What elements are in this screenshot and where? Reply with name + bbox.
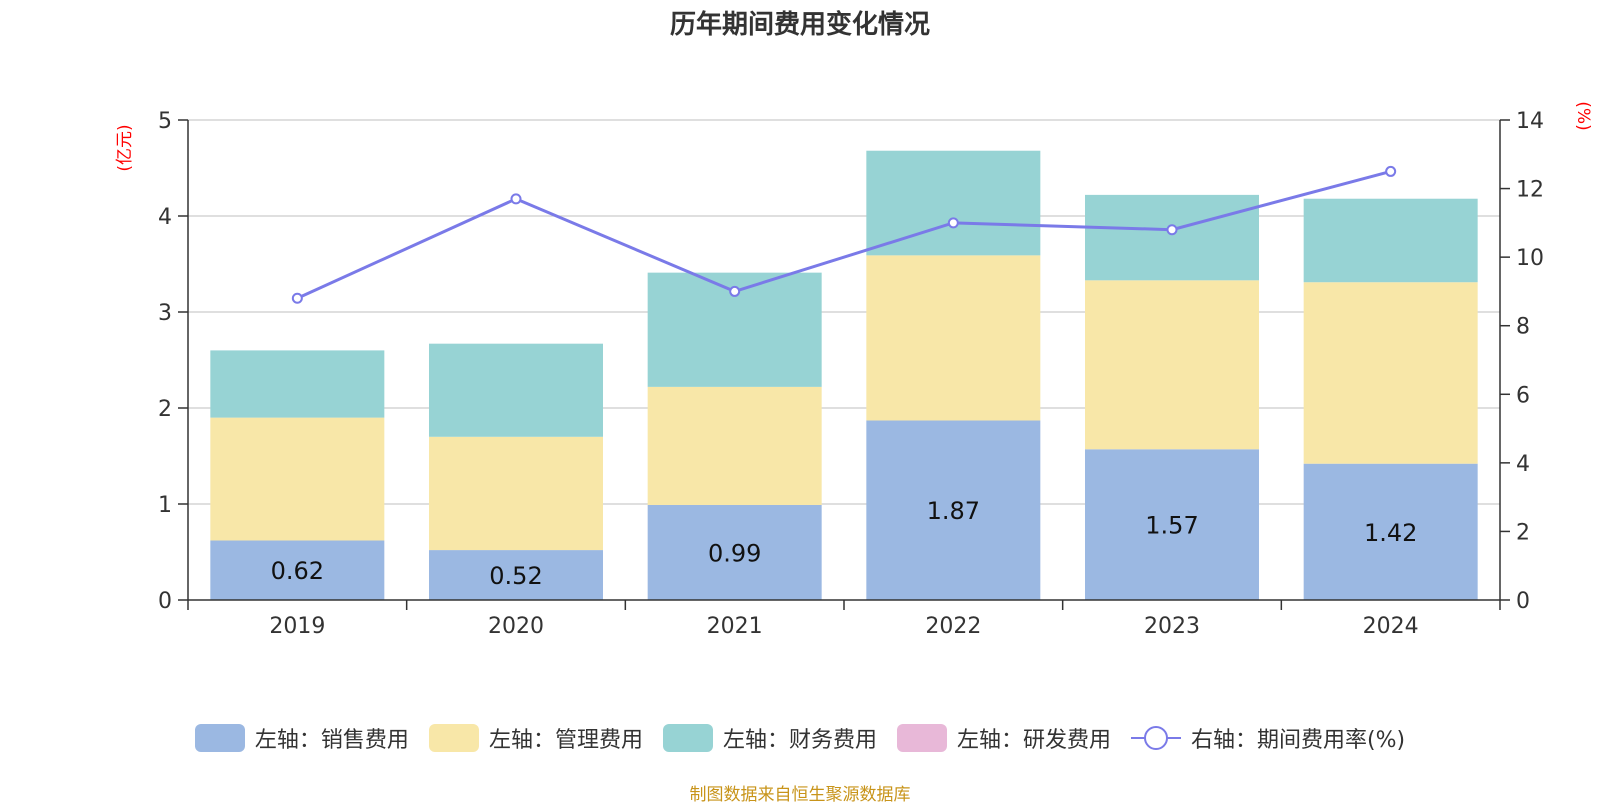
bar bbox=[210, 417, 385, 541]
bar bbox=[866, 255, 1041, 421]
legend-label: 左轴：销售费用 bbox=[254, 728, 409, 753]
x-tick-label: 2020 bbox=[488, 614, 544, 639]
chart-area: 0.62 0.520.991.871.57 1.42 012345024681012… bbox=[115, 101, 1593, 639]
rate-point bbox=[1385, 165, 1397, 177]
bar-value-label: 1.57 bbox=[1145, 512, 1198, 540]
legend-label: 左轴：管理费用 bbox=[488, 728, 643, 753]
bar bbox=[210, 350, 385, 418]
bar bbox=[1085, 280, 1259, 450]
legend-item[interactable]: 左轴：财务费用 bbox=[662, 722, 877, 754]
bar bbox=[866, 420, 1041, 600]
bar bbox=[866, 150, 1041, 256]
bar-group bbox=[210, 150, 1478, 600]
rate-line bbox=[291, 165, 1397, 304]
legend-label: 右轴：期间费用率(%) bbox=[1190, 728, 1406, 753]
bar-value-label: 0.62 bbox=[271, 557, 324, 585]
left-tick-label: 3 bbox=[158, 301, 172, 326]
right-tick-label: 10 bbox=[1516, 246, 1544, 271]
rate-line-path bbox=[296, 169, 1392, 300]
right-tick-label: 12 bbox=[1516, 178, 1544, 203]
bar bbox=[210, 540, 385, 600]
left-axis-label: (亿元) bbox=[115, 124, 135, 171]
right-tick-label: 0 bbox=[1516, 589, 1530, 614]
x-tick-label: 2019 bbox=[269, 614, 325, 639]
legend-line-swatch bbox=[1130, 726, 1181, 750]
legend-item[interactable]: 左轴：管理费用 bbox=[428, 722, 643, 754]
right-tick-label: 2 bbox=[1516, 520, 1530, 545]
bar bbox=[429, 436, 603, 551]
grid-lines bbox=[188, 119, 1500, 505]
data-labels: 0.62 0.52 0.99 1.87 1.57 1.42 bbox=[271, 497, 1418, 590]
bar bbox=[647, 504, 822, 600]
bar bbox=[429, 550, 603, 600]
bar bbox=[429, 343, 603, 437]
right-tick-label: 6 bbox=[1516, 383, 1530, 408]
right-tick-label: 4 bbox=[1516, 452, 1530, 477]
bar bbox=[1303, 463, 1478, 600]
legend-label: 左轴：研发费用 bbox=[956, 728, 1111, 753]
legend-swatch bbox=[194, 724, 245, 752]
rate-point bbox=[947, 217, 959, 229]
rate-point bbox=[729, 285, 741, 297]
bar-value-label: 1.42 bbox=[1364, 519, 1417, 547]
chart-title: 历年期间费用变化情况 bbox=[669, 10, 930, 40]
rate-point bbox=[1166, 224, 1178, 236]
source-note: 制图数据来自恒生聚源数据库 bbox=[689, 785, 911, 805]
right-tick-label: 14 bbox=[1516, 109, 1544, 134]
bar bbox=[647, 386, 822, 505]
bar bbox=[1303, 198, 1478, 283]
bar bbox=[1303, 282, 1478, 464]
left-tick-label: 1 bbox=[158, 493, 172, 518]
x-tick-label: 2024 bbox=[1363, 614, 1419, 639]
legend-item[interactable]: 左轴：销售费用 bbox=[194, 722, 409, 754]
bar bbox=[1085, 194, 1259, 281]
legend: 左轴：销售费用 左轴：管理费用 左轴：财务费用 左轴：研发费用 右轴：期间费用率(%) bbox=[0, 722, 1600, 754]
legend-swatch bbox=[428, 724, 479, 752]
bar-value-label: 0.52 bbox=[489, 562, 542, 590]
legend-label: 左轴：财务费用 bbox=[722, 728, 877, 753]
rate-point bbox=[510, 193, 522, 205]
right-tick-label: 8 bbox=[1516, 315, 1530, 340]
x-tick-label: 2021 bbox=[707, 614, 763, 639]
left-tick-label: 0 bbox=[158, 589, 172, 614]
x-tick-label: 2023 bbox=[1144, 614, 1200, 639]
legend-swatch bbox=[896, 724, 947, 752]
legend-swatch bbox=[662, 724, 713, 752]
rate-point bbox=[291, 292, 303, 304]
left-tick-label: 5 bbox=[158, 109, 172, 134]
bar-value-label: 1.87 bbox=[927, 497, 980, 525]
right-axis-label: (%) bbox=[1573, 101, 1593, 130]
x-tick-label: 2022 bbox=[925, 614, 981, 639]
bar-value-label: 0.99 bbox=[708, 539, 761, 567]
legend-item[interactable]: 左轴：研发费用 bbox=[896, 722, 1111, 754]
legend-item[interactable]: 右轴：期间费用率(%) bbox=[1130, 722, 1406, 754]
left-tick-label: 4 bbox=[158, 205, 172, 230]
left-tick-label: 2 bbox=[158, 397, 172, 422]
bar bbox=[1085, 449, 1259, 600]
